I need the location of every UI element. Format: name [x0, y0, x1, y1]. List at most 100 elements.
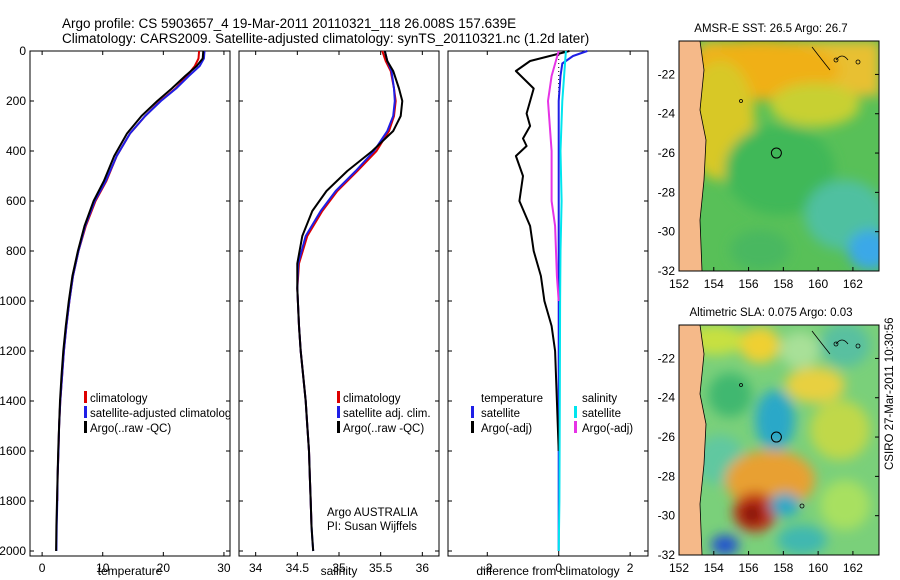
difference-series-group	[514, 50, 588, 556]
credit-line1: Argo AUSTRALIA	[327, 507, 418, 519]
map-y-tick-label: -32	[658, 548, 676, 562]
map-x-tick-label: 160	[808, 561, 828, 575]
sst-map-title: AMSR-E SST: 26.5 Argo: 26.7	[694, 23, 847, 35]
difference-legend: temperature satellite Argo(-adj) salinit…	[471, 393, 633, 435]
series-line-salinity-argo-adj	[547, 50, 560, 302]
legend-heading-temperature: temperature	[481, 393, 543, 405]
legend-swatch-argo	[337, 421, 340, 433]
sst-argo-marker	[770, 147, 782, 159]
salinity-panel-frame	[238, 50, 440, 557]
temperature-panel-frame	[29, 50, 231, 557]
legend-label-climatology: climatology	[90, 393, 148, 405]
difference-xlabel: difference from climatology	[476, 564, 619, 578]
depth-axis-tick-labels: 0 200 400 600 800 1000 1200 1400 1600 1800 2000	[0, 44, 26, 558]
legend-heading-salinity: salinity	[582, 393, 617, 405]
salinity-xlabel: salinity	[321, 564, 358, 578]
x-tick-label: 35	[332, 561, 346, 575]
legend-swatch-temp-satellite	[471, 406, 474, 418]
x-tick-label: 10	[96, 561, 110, 575]
map-y-tick-label: -22	[658, 67, 676, 81]
series-line-temperature-satellite	[557, 50, 588, 551]
x-tick-label: 34.5	[286, 561, 310, 575]
map-x-tick-label: 158	[773, 277, 793, 291]
legend-swatch-climatology	[337, 391, 340, 403]
series-line-temperature-argo-adj	[514, 50, 570, 452]
depth-tick-label: 800	[6, 244, 26, 258]
x-tick-label: 2	[627, 561, 634, 575]
legend-label-satellite: satellite adj. clim.	[343, 408, 431, 420]
x-tick-label: 0	[39, 561, 46, 575]
series-line-satellite-adjusted-climatology	[55, 50, 206, 552]
x-tick-label: -2	[482, 561, 493, 575]
temperature-legend: climatology satellite-adjusted climatolo…	[84, 391, 237, 435]
timestamp-label: CSIRO 27-Mar-2011 10:30:56	[884, 317, 896, 470]
sst-map-ticks: 152 154 156 158 160 162 -22 -24 -26 -28 -30 -32	[658, 67, 879, 291]
legend-label-temp-satellite: satellite	[481, 408, 520, 420]
salinity-series-group	[296, 50, 404, 552]
map-y-tick-label: -28	[658, 185, 676, 199]
map-x-tick-label: 156	[739, 277, 759, 291]
credit-line2: PI: Susan Wijffels	[327, 521, 417, 533]
salinity-legend: climatology satellite adj. clim. Argo(..…	[337, 391, 431, 435]
series-line-salinity-satellite	[557, 50, 567, 552]
legend-label-sal-argo: Argo(-adj)	[582, 423, 633, 435]
sst-map-frame	[678, 40, 880, 272]
map-x-tick-label: 162	[843, 561, 863, 575]
map-y-tick-label: -28	[658, 469, 676, 483]
map-x-tick-label: 160	[808, 277, 828, 291]
legend-label-climatology: climatology	[343, 393, 401, 405]
x-tick-label: 30	[217, 561, 231, 575]
depth-tick-label: 0	[19, 44, 26, 58]
map-x-tick-label: 154	[704, 561, 724, 575]
map-y-tick-label: -24	[658, 107, 676, 121]
depth-tick-label: 1400	[0, 394, 26, 408]
legend-label-temp-argo: Argo(-adj)	[481, 423, 532, 435]
legend-label-sal-satellite: satellite	[582, 408, 621, 420]
map-x-tick-label: 156	[739, 561, 759, 575]
legend-swatch-satellite	[84, 406, 87, 418]
legend-swatch-sal-satellite	[574, 406, 577, 418]
legend-swatch-sal-argo	[574, 421, 577, 433]
series-line-climatology	[296, 50, 397, 527]
depth-tick-label: 1000	[0, 294, 26, 308]
legend-swatch-satellite	[337, 406, 340, 418]
legend-clip-mask	[231, 395, 238, 425]
map-x-tick-label: 158	[773, 561, 793, 575]
map-x-tick-label: 162	[843, 277, 863, 291]
series-line-satellite-adj-clim	[296, 50, 396, 552]
x-tick-label: 34	[249, 561, 263, 575]
legend-label-argo: Argo(..raw -QC)	[343, 423, 424, 435]
depth-tick-label: 2000	[0, 544, 26, 558]
map-y-tick-label: -30	[658, 509, 676, 523]
sst-map-field	[679, 41, 879, 271]
temperature-xlabel: temperature	[98, 564, 163, 578]
x-tick-label: 36	[416, 561, 430, 575]
map-y-tick-label: -26	[658, 146, 676, 160]
map-x-tick-label: 154	[704, 277, 724, 291]
legend-label-argo: Argo(..raw -QC)	[90, 423, 171, 435]
map-y-tick-label: -22	[658, 351, 676, 365]
sla-map-field	[679, 325, 879, 555]
depth-tick-label: 1200	[0, 344, 26, 358]
map-x-tick-label: 152	[669, 277, 689, 291]
x-tick-label: 35.5	[369, 561, 393, 575]
temperature-axis-ticks: 0 10 20 30	[30, 50, 231, 575]
sla-map-ticks: 152 154 156 158 160 162 -22 -24 -26 -28 -30 -32	[658, 351, 879, 575]
x-tick-label: 0	[555, 561, 562, 575]
x-tick-label: 20	[157, 561, 171, 575]
map-y-tick-label: -26	[658, 430, 676, 444]
legend-label-satellite: satellite-adjusted climatology	[90, 408, 237, 420]
map-x-tick-label: 152	[669, 561, 689, 575]
map-y-tick-label: -32	[658, 264, 676, 278]
sla-map-frame	[678, 324, 880, 556]
depth-tick-label: 600	[6, 194, 26, 208]
map-y-tick-label: -24	[658, 391, 676, 405]
legend-swatch-argo	[84, 421, 87, 433]
depth-tick-label: 1800	[0, 494, 26, 508]
temperature-series-group	[55, 50, 206, 552]
depth-tick-label: 200	[6, 94, 26, 108]
figure-title-line1: Argo profile: CS 5903657_4 19-Mar-2011 2…	[62, 16, 516, 31]
sla-argo-marker	[770, 431, 782, 443]
legend-swatch-temp-argo	[471, 421, 474, 433]
